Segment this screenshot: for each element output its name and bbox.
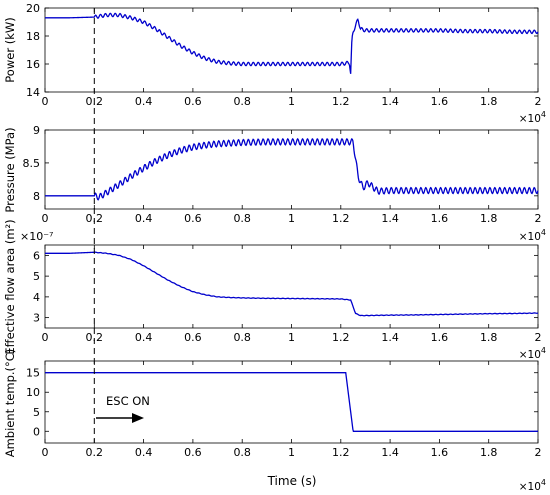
x-tick-label: 1.6 (431, 331, 449, 344)
x-tick-label: 0.8 (233, 446, 251, 459)
x-tick-label: 0 (42, 212, 49, 225)
x-tick-label: 0.4 (135, 446, 153, 459)
x-tick-label: 2 (535, 212, 542, 225)
x-tick-label: 1 (288, 446, 295, 459)
x-tick-label: 1 (288, 331, 295, 344)
y-tick-label: 5 (33, 270, 40, 283)
x-axis-label: Time (s) (267, 474, 317, 488)
x-multiplier-power: ×104 (519, 110, 546, 125)
y-tick-label: 8 (33, 190, 40, 203)
x-tick-label: 0.8 (233, 95, 251, 108)
x-tick-label: 1.8 (480, 446, 498, 459)
x-tick-label: 1.6 (431, 212, 449, 225)
y-tick-label: 9 (33, 124, 40, 137)
y-axis-label-pressure: Pressure (MPa) (3, 127, 17, 212)
y-tick-label: 0 (33, 425, 40, 438)
x-tick-label: 1.8 (480, 212, 498, 225)
esc-on-arrow-head (132, 413, 144, 423)
x-multiplier-exp: 4 (541, 346, 546, 355)
y-tick-label: 14 (26, 86, 40, 99)
x-tick-label: 0.2 (86, 331, 104, 344)
x-multiplier-pressure: ×104 (519, 228, 546, 243)
x-tick-label: 0.2 (86, 446, 104, 459)
x-multiplier-base: ×10 (519, 349, 541, 361)
x-tick-label: 0.6 (184, 446, 202, 459)
x-tick-label: 0.6 (184, 212, 202, 225)
x-tick-label: 1.8 (480, 331, 498, 344)
y-tick-label: 16 (26, 58, 40, 71)
y-tick-label: 6 (33, 249, 40, 262)
x-tick-label: 0.4 (135, 95, 153, 108)
x-tick-label: 1.8 (480, 95, 498, 108)
y-multiplier-flow-area: ×10⁻⁷ (20, 230, 53, 243)
x-multiplier-exp: 4 (541, 228, 546, 237)
series-line-pressure (45, 138, 539, 201)
y-axis-label-flow-area: Effective flow area (m²) (3, 219, 17, 354)
x-multiplier-ambient-temp: ×104 (519, 478, 546, 493)
tick-group-ambient-temp: 0 0.2 0.4 0.6 0.8 1 1.2 1.4 1.6 1.8 2 0 5 10 15 (26, 361, 542, 459)
plot-frame-power (44, 7, 539, 93)
y-tick-label: 18 (26, 30, 40, 43)
x-tick-label: 1.6 (431, 95, 449, 108)
series-line-flow-area (45, 251, 539, 317)
y-tick-label: 4 (33, 291, 40, 304)
y-tick-label: 10 (26, 386, 40, 399)
x-tick-label: 1.4 (381, 331, 399, 344)
y-tick-label: 15 (26, 367, 40, 380)
x-tick-label: 0 (42, 331, 49, 344)
x-tick-label: 1.2 (332, 212, 350, 225)
x-tick-label: 0.8 (233, 212, 251, 225)
x-multiplier-base: ×10 (519, 113, 541, 125)
x-tick-label: 0.4 (135, 212, 153, 225)
x-multiplier-exp: 4 (541, 110, 546, 119)
x-multiplier-exp: 4 (541, 478, 546, 487)
x-tick-label: 0 (42, 446, 49, 459)
x-tick-label: 0.4 (135, 331, 153, 344)
x-multiplier-base: ×10 (519, 231, 541, 243)
x-multiplier-flow-area: ×104 (519, 346, 546, 361)
series-line-ambient-temp (45, 372, 538, 432)
x-tick-label: 0.8 (233, 331, 251, 344)
series-line-power (45, 12, 539, 74)
x-tick-label: 1.2 (332, 446, 350, 459)
y-tick-label: 20 (26, 2, 40, 15)
panel-ambient-temp: 0 0.2 0.4 0.6 0.8 1 1.2 1.4 1.6 1.8 2 0 5 10 15 Ambien… (3, 349, 546, 493)
panel-pressure: 0 0.2 0.4 0.6 0.8 1 1.2 1.4 1.6 1.8 288.59 Pressur… (3, 124, 546, 243)
x-multiplier-base: ×10 (519, 481, 541, 493)
x-tick-label: 1.4 (381, 446, 399, 459)
tick-group-pressure: 0 0.2 0.4 0.6 0.8 1 1.2 1.4 1.6 1.8 288.59 (23, 124, 542, 225)
x-tick-label: 2 (535, 446, 542, 459)
x-tick-label: 0 (42, 95, 49, 108)
y-tick-label: 5 (33, 406, 40, 419)
tick-group-flow-area: 0 0.2 0.4 0.6 0.8 1 1.2 1.4 1.6 1.8 2 3 4 5 6 (33, 245, 542, 344)
x-tick-label: 2 (535, 95, 542, 108)
x-tick-label: 1.4 (381, 95, 399, 108)
x-tick-label: 0.6 (184, 95, 202, 108)
y-tick-label: 8.5 (23, 157, 41, 170)
plot-frame-flow-area (44, 244, 539, 329)
panel-flow-area: 0 0.2 0.4 0.6 0.8 1 1.2 1.4 1.6 1.8 2 3 4 5 6 Effectiv… (3, 219, 546, 361)
x-tick-label: 1 (288, 95, 295, 108)
x-tick-label: 1.6 (431, 446, 449, 459)
y-axis-label-power: Power (kW) (3, 17, 17, 82)
y-tick-label: 3 (33, 312, 40, 325)
esc-on-label: ESC ON (106, 394, 150, 408)
x-tick-label: 2 (535, 331, 542, 344)
y-axis-label-ambient-temp: Ambient temp.(°C) (3, 349, 17, 458)
x-tick-label: 1 (288, 212, 295, 225)
x-tick-label: 1.4 (381, 212, 399, 225)
x-tick-label: 1.2 (332, 331, 350, 344)
x-tick-label: 1.2 (332, 95, 350, 108)
x-tick-label: 0.6 (184, 331, 202, 344)
plot-frame-ambient-temp (44, 360, 539, 444)
